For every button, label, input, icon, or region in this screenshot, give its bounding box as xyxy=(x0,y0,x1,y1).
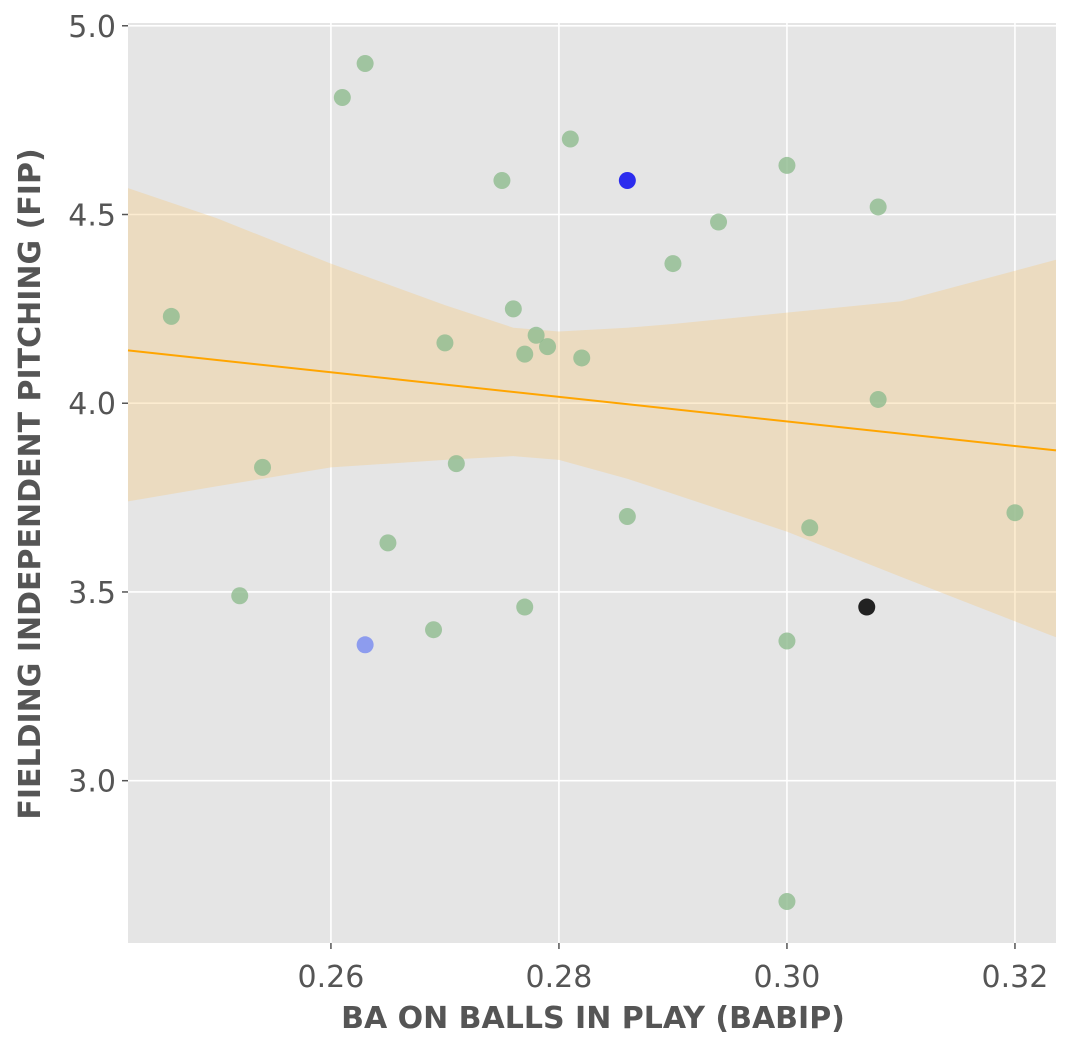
y-tick-label: 5.0 xyxy=(68,10,116,45)
data-point xyxy=(436,334,454,352)
data-point xyxy=(254,458,272,476)
grid-lines xyxy=(128,21,1056,943)
data-point xyxy=(664,255,682,273)
data-point xyxy=(504,300,522,318)
data-point xyxy=(493,172,511,190)
data-point xyxy=(516,598,534,616)
data-point xyxy=(162,307,180,325)
x-tick-label: 0.28 xyxy=(526,960,593,995)
x-tick-label: 0.32 xyxy=(982,960,1049,995)
y-tick-label: 4.5 xyxy=(68,199,116,234)
data-point xyxy=(561,130,579,148)
data-point xyxy=(539,338,557,356)
data-point xyxy=(710,213,728,231)
x-tick-label: 0.26 xyxy=(298,960,365,995)
data-point xyxy=(527,326,545,344)
data-point xyxy=(869,198,887,216)
regression-line-layer xyxy=(127,349,1057,452)
data-point-highlight-blue xyxy=(618,172,636,190)
data-point xyxy=(333,88,351,106)
data-point-highlight-light-blue xyxy=(356,636,374,654)
data-point xyxy=(425,621,443,639)
y-tick-label: 3.0 xyxy=(68,765,116,800)
data-point xyxy=(379,534,397,552)
x-tick-labels: 0.26 0.28 0.30 0.32 xyxy=(298,943,1049,995)
confidence-band xyxy=(128,188,1056,638)
x-tick-label: 0.30 xyxy=(754,960,821,995)
data-point xyxy=(778,892,796,910)
data-point xyxy=(801,519,819,537)
data-point xyxy=(356,55,374,73)
data-point xyxy=(618,507,636,525)
y-tick-label: 3.5 xyxy=(68,576,116,611)
plot-background xyxy=(128,22,1056,943)
data-point xyxy=(869,390,887,408)
data-point xyxy=(573,349,591,367)
y-axis-title: FIELDING INDEPENDENT PITCHING (FIP) xyxy=(13,148,48,819)
data-point xyxy=(516,345,534,363)
data-point xyxy=(447,455,465,473)
data-point xyxy=(778,156,796,174)
confidence-band-layer xyxy=(128,188,1056,638)
data-point xyxy=(778,632,796,650)
regression-line xyxy=(127,349,1057,452)
points-layer xyxy=(162,55,1024,910)
data-point-highlight-black xyxy=(858,598,876,616)
x-axis-title: BA ON BALLS IN PLAY (BABIP) xyxy=(341,1001,845,1036)
data-point xyxy=(1006,504,1024,522)
data-point xyxy=(231,587,249,605)
y-tick-labels: 3.0 3.5 4.0 4.5 5.0 xyxy=(68,10,128,800)
y-tick-label: 4.0 xyxy=(68,387,116,422)
